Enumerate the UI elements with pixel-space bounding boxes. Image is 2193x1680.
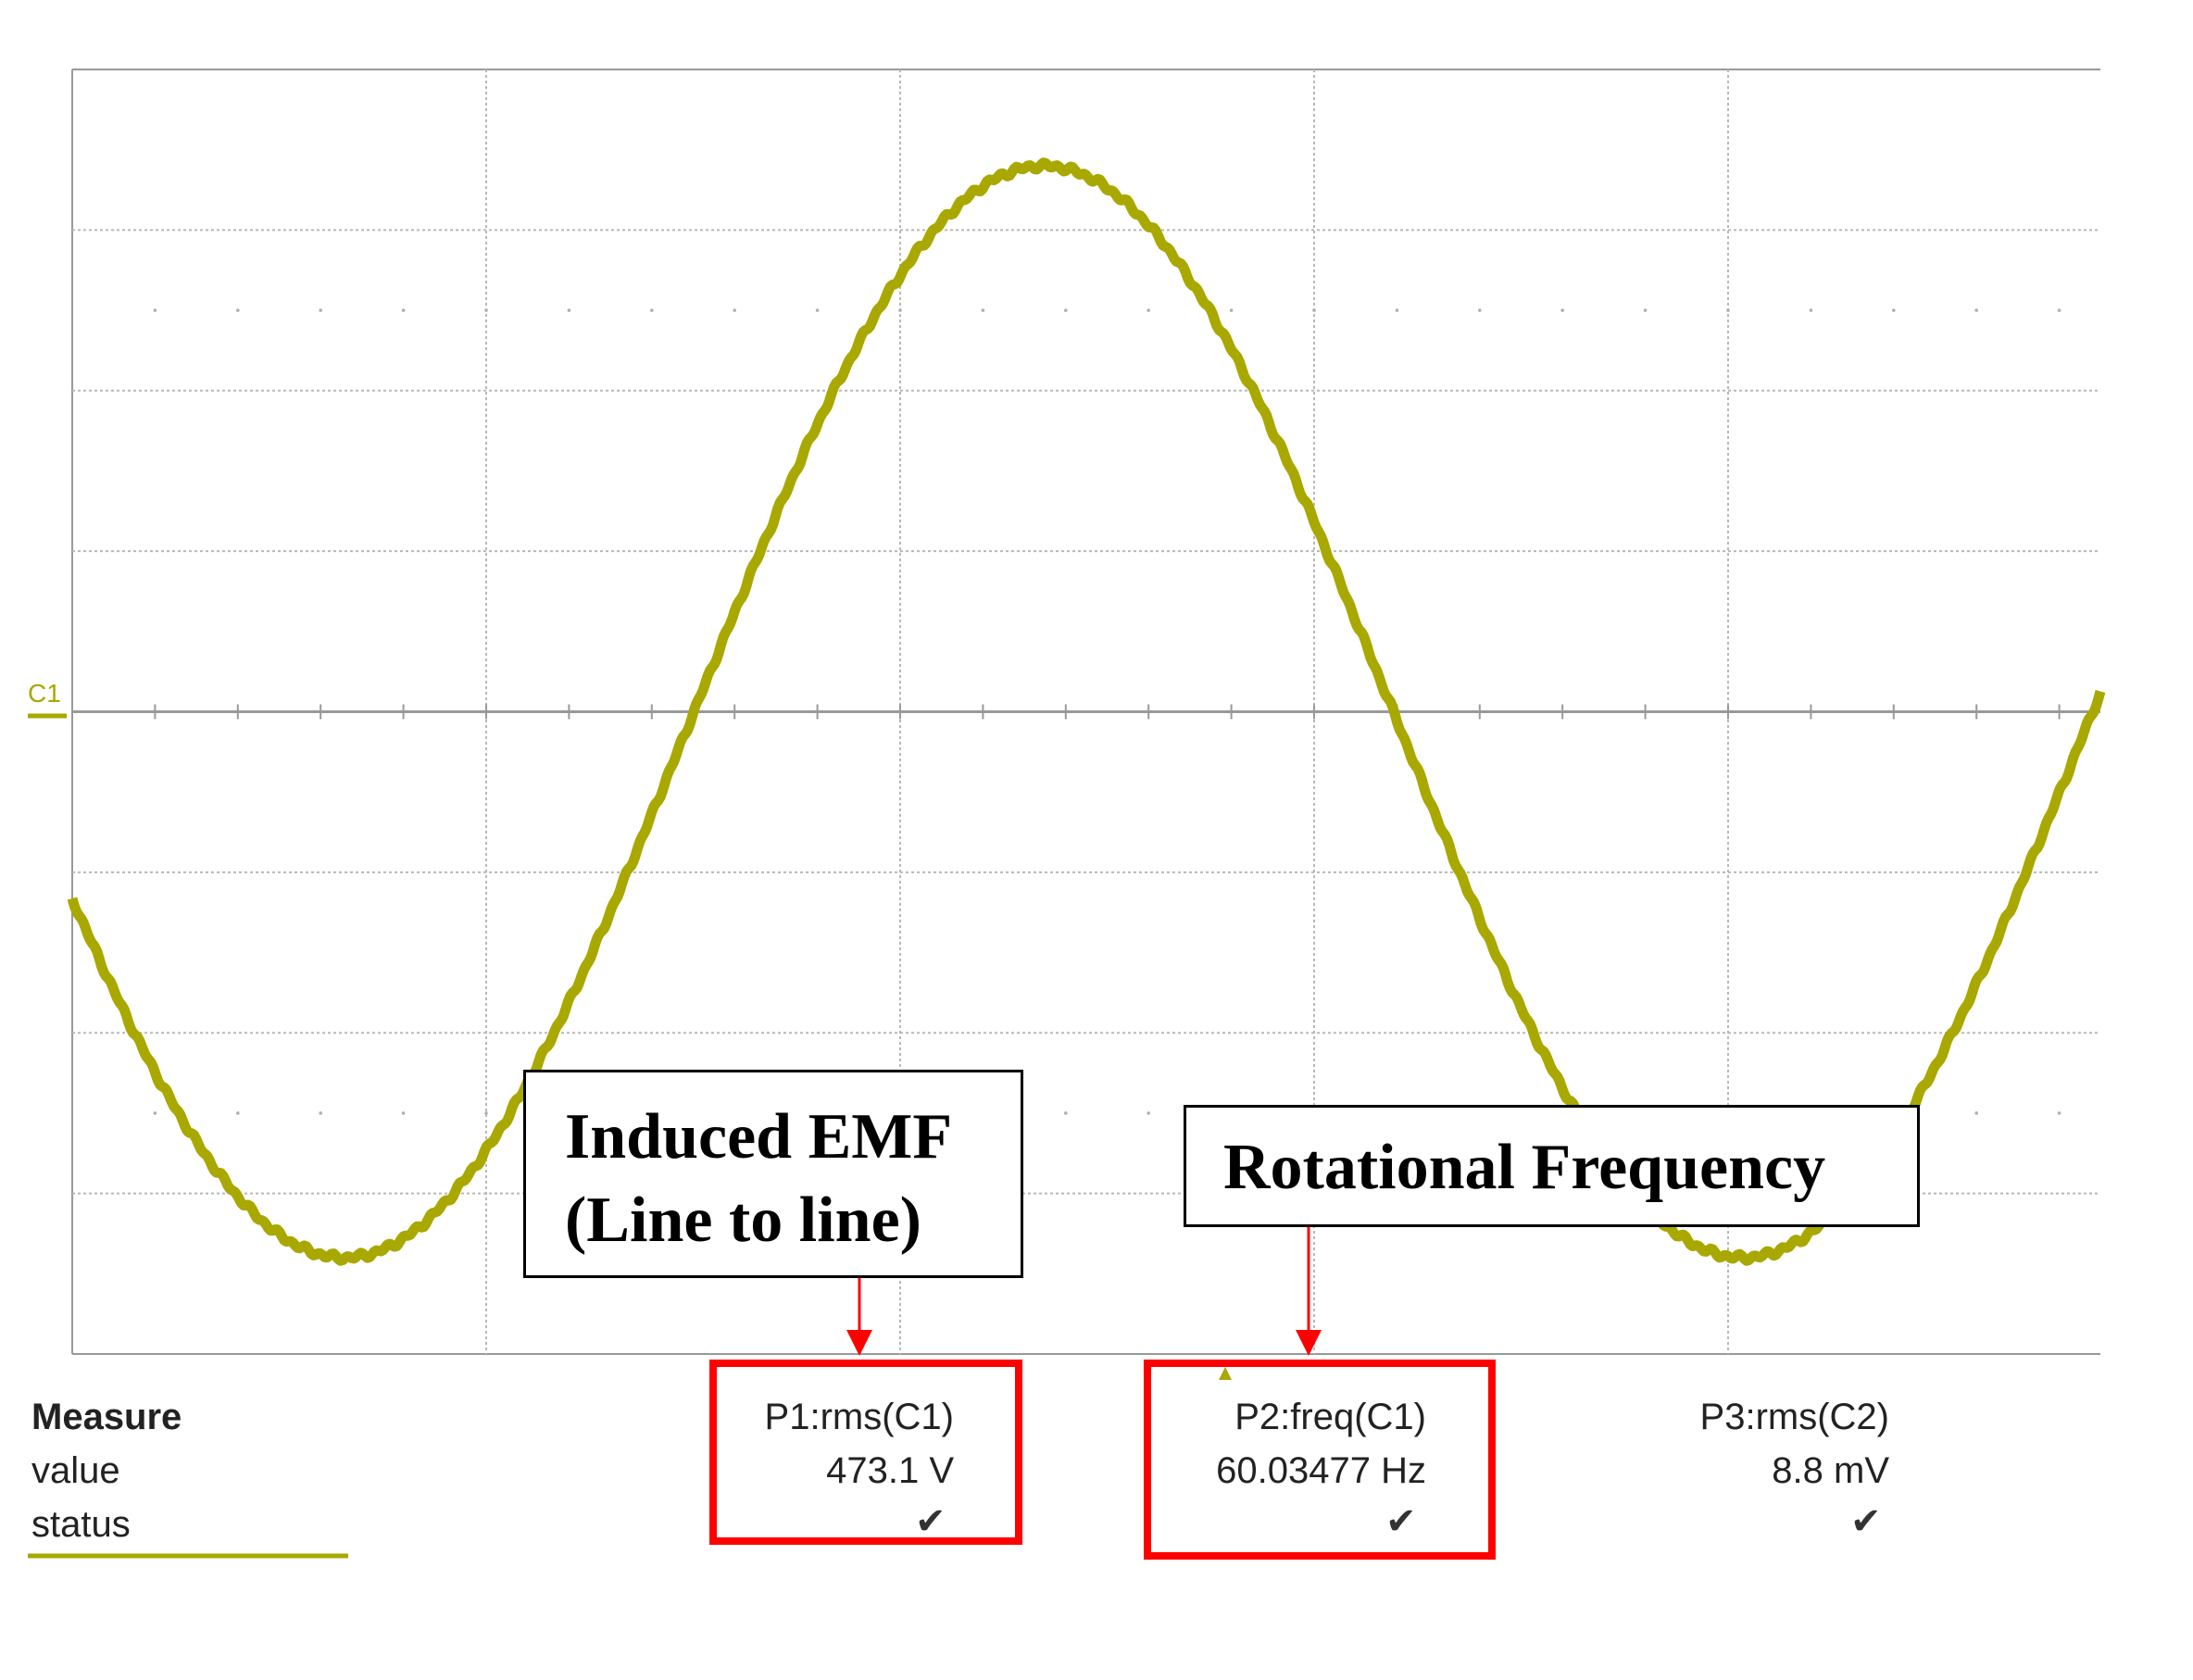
waveform-trace-group (67, 157, 2106, 1266)
p1-highlight-box (709, 1360, 1022, 1545)
grid-dot (567, 308, 571, 312)
emf-annotation-line2: (Line to line) (565, 1185, 921, 1256)
grid-dot (1229, 308, 1234, 312)
grid-dot (981, 308, 985, 312)
grid-dot (153, 1111, 157, 1115)
trigger-marker (1219, 1367, 1232, 1380)
grid-dot (484, 308, 488, 312)
emf-arrow (846, 1278, 872, 1356)
grid-dot (1726, 308, 1730, 312)
grid-dot (484, 1111, 488, 1115)
grid-dot (319, 308, 323, 312)
grid-dot (1974, 308, 1978, 312)
freq-annotation: Rotational Frequency (1184, 1105, 1920, 1227)
p3-label: P3:rms(C2) (1699, 1397, 1889, 1437)
grid-dot (1395, 308, 1399, 312)
grid-dot (319, 1111, 323, 1115)
grid-dot (1064, 308, 1068, 312)
measure-row-value: value (31, 1450, 120, 1491)
grid-dot (2057, 1111, 2061, 1115)
checkmark-icon: ✔ (915, 1500, 946, 1543)
grid-dot (1809, 308, 1813, 312)
grid-dot (235, 1111, 240, 1115)
grid-dot (1892, 308, 1896, 312)
grid-dot (1147, 1111, 1150, 1115)
grid (71, 69, 2100, 1355)
grid-dot (153, 308, 157, 312)
p2-label: P2:freq(C1) (1234, 1397, 1426, 1437)
grid-dot (401, 1111, 406, 1115)
grid-dot (733, 308, 736, 312)
grid-dot (1312, 308, 1316, 312)
waveform-trace (67, 157, 2106, 1266)
measure-row-status: status (31, 1504, 131, 1545)
p3-value: 8.8 mV (1772, 1450, 1889, 1491)
grid-dot (1643, 308, 1648, 312)
grid-dot (1560, 308, 1564, 312)
p1-value: 473.1 V (826, 1450, 954, 1491)
grid-dot (2057, 308, 2061, 312)
p2-value: 60.03477 Hz (1216, 1450, 1426, 1491)
p2-highlight-box (1144, 1360, 1496, 1560)
grid-dot (1147, 308, 1150, 312)
grid-dot (898, 308, 902, 312)
checkmark-icon: ✔ (1850, 1500, 1882, 1543)
measure-header: Measure (31, 1397, 182, 1437)
grid-dot (1064, 1111, 1068, 1115)
grid-dot (1478, 308, 1482, 312)
grid-dot (401, 308, 406, 312)
checkmark-icon: ✔ (1385, 1500, 1417, 1543)
freq-annotation-text: Rotational Frequency (1223, 1132, 1826, 1203)
grid-dot (815, 308, 820, 312)
grid-dot (235, 308, 240, 312)
channel-label: C1 (28, 679, 61, 708)
emf-annotation-line1: Induced EMF (565, 1101, 953, 1172)
grid-dot (1974, 1111, 1978, 1115)
p1-label: P1:rms(C1) (764, 1397, 954, 1437)
freq-arrow (1296, 1227, 1322, 1356)
grid-dot (650, 308, 654, 312)
emf-annotation: Induced EMF (Line to line) (523, 1070, 1023, 1278)
